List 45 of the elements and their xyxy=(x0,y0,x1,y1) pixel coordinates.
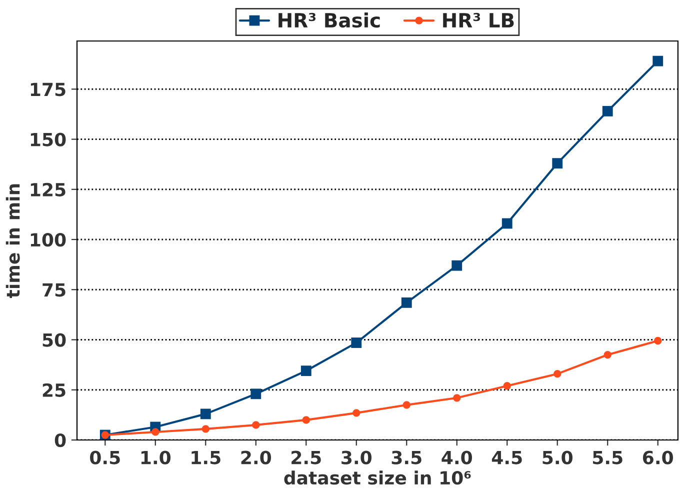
y-tick-label: 25 xyxy=(42,383,66,397)
y-tick-label: 100 xyxy=(30,232,66,247)
y-axis-title: time in min xyxy=(6,184,20,298)
point xyxy=(202,425,210,433)
point xyxy=(452,260,462,271)
x-tick-label: 2.0 xyxy=(241,450,272,464)
x-tick-label: 4.0 xyxy=(442,450,472,464)
point xyxy=(453,394,461,402)
x-tick-label: 4.5 xyxy=(492,450,522,464)
point xyxy=(302,416,310,424)
point xyxy=(604,350,612,359)
y-tick-label: 125 xyxy=(30,182,66,196)
point xyxy=(351,338,362,348)
point xyxy=(401,297,412,308)
x-tick-label: 5.5 xyxy=(593,450,622,464)
y-tick-label: 0 xyxy=(54,433,66,448)
point xyxy=(402,401,410,409)
y-tick-label: 50 xyxy=(42,333,66,347)
x-axis-title: dataset size in 10⁶ xyxy=(284,470,471,485)
point xyxy=(554,370,562,378)
x-tick-label: 3.0 xyxy=(342,450,372,464)
point xyxy=(503,382,511,390)
y-tick-label: 150 xyxy=(30,132,66,146)
legend-label: HR³ LB xyxy=(443,12,514,28)
x-tick-label: 3.5 xyxy=(392,450,422,464)
point xyxy=(252,421,260,429)
x-tick-label: 1.0 xyxy=(141,450,171,464)
point xyxy=(502,218,512,229)
point xyxy=(654,336,662,345)
y-tick-label: 75 xyxy=(42,283,66,297)
point xyxy=(200,408,211,420)
x-tick-label: 0.5 xyxy=(90,450,120,464)
point xyxy=(300,366,312,376)
point xyxy=(152,428,160,436)
point xyxy=(352,409,360,417)
point xyxy=(552,158,563,169)
point xyxy=(602,106,613,116)
point xyxy=(652,56,664,66)
legend-label: HR³ Basic xyxy=(278,12,380,28)
x-tick-label: 5.0 xyxy=(542,450,572,464)
point xyxy=(250,388,262,400)
x-tick-label: 6.0 xyxy=(642,450,673,464)
x-tick-label: 2.5 xyxy=(292,450,321,464)
x-tick-label: 1.5 xyxy=(192,450,220,464)
y-tick-label: 175 xyxy=(30,82,66,96)
